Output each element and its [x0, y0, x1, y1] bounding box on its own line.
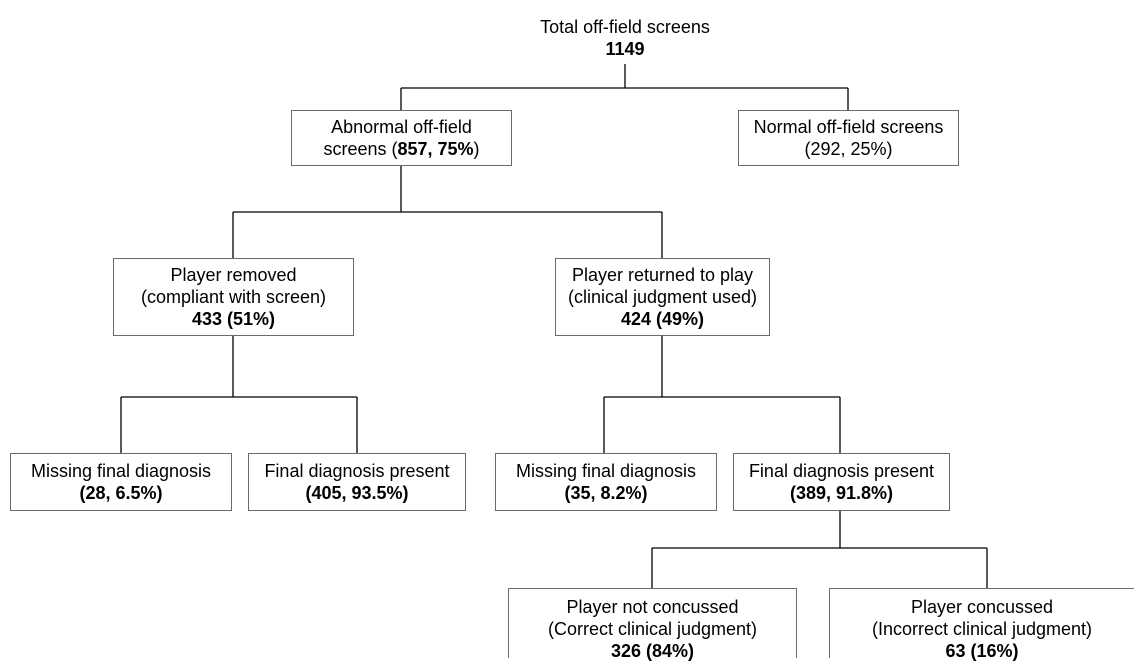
node-concussed: Player concussed (Incorrect clinical jud… — [829, 588, 1134, 661]
node-removed-value: 433 (51%) — [191, 309, 276, 329]
node-returned-present-value: (389, 91.8%) — [789, 483, 894, 503]
node-concussed-line1: Player concussed — [910, 597, 1054, 617]
node-returned-present-label: Final diagnosis present — [748, 461, 935, 481]
node-returned-diagnosis-present: Final diagnosis present (389, 91.8%) — [733, 453, 950, 511]
node-returned-missing-diagnosis: Missing final diagnosis (35, 8.2%) — [495, 453, 717, 511]
node-not-concussed: Player not concussed (Correct clinical j… — [508, 588, 797, 661]
node-player-removed: Player removed (compliant with screen) 4… — [113, 258, 354, 336]
node-concussed-value: 63 (16%) — [945, 641, 1019, 661]
node-removed-missing-diagnosis: Missing final diagnosis (28, 6.5%) — [10, 453, 232, 511]
node-returned-value: 424 (49%) — [620, 309, 705, 329]
node-removed-diagnosis-present: Final diagnosis present (405, 93.5%) — [248, 453, 466, 511]
node-removed-present-value: (405, 93.5%) — [305, 483, 409, 503]
node-returned-line1: Player returned to play — [571, 265, 754, 285]
node-not-concussed-value: 326 (84%) — [610, 641, 695, 661]
node-concussed-line2: (Incorrect clinical judgment) — [871, 619, 1093, 639]
node-removed-missing-value: (28, 6.5%) — [79, 483, 163, 503]
node-removed-missing-label: Missing final diagnosis — [30, 461, 212, 481]
node-returned-missing-label: Missing final diagnosis — [515, 461, 697, 481]
node-total-screens: Total off-field screens 1149 — [520, 12, 730, 64]
node-not-concussed-line2: (Correct clinical judgment) — [547, 619, 758, 639]
node-removed-present-label: Final diagnosis present — [264, 461, 450, 481]
node-abnormal-line1: Abnormal off-field — [331, 117, 472, 137]
node-removed-line1: Player removed — [170, 265, 297, 285]
node-normal-screens: Normal off-field screens (292, 25%) — [738, 110, 959, 166]
node-abnormal-line2: screens (857, 75%) — [323, 139, 480, 159]
node-abnormal-screens: Abnormal off-field screens (857, 75%) — [291, 110, 512, 166]
node-normal-line1: Normal off-field screens — [753, 117, 944, 137]
node-total-label: Total off-field screens — [540, 17, 710, 37]
node-returned-missing-value: (35, 8.2%) — [564, 483, 648, 503]
node-total-count: 1149 — [605, 39, 645, 59]
node-removed-line2: (compliant with screen) — [140, 287, 327, 307]
node-player-returned: Player returned to play (clinical judgme… — [555, 258, 770, 336]
node-not-concussed-line1: Player not concussed — [566, 597, 739, 617]
node-normal-line2: (292, 25%) — [804, 139, 893, 159]
node-returned-line2: (clinical judgment used) — [567, 287, 758, 307]
